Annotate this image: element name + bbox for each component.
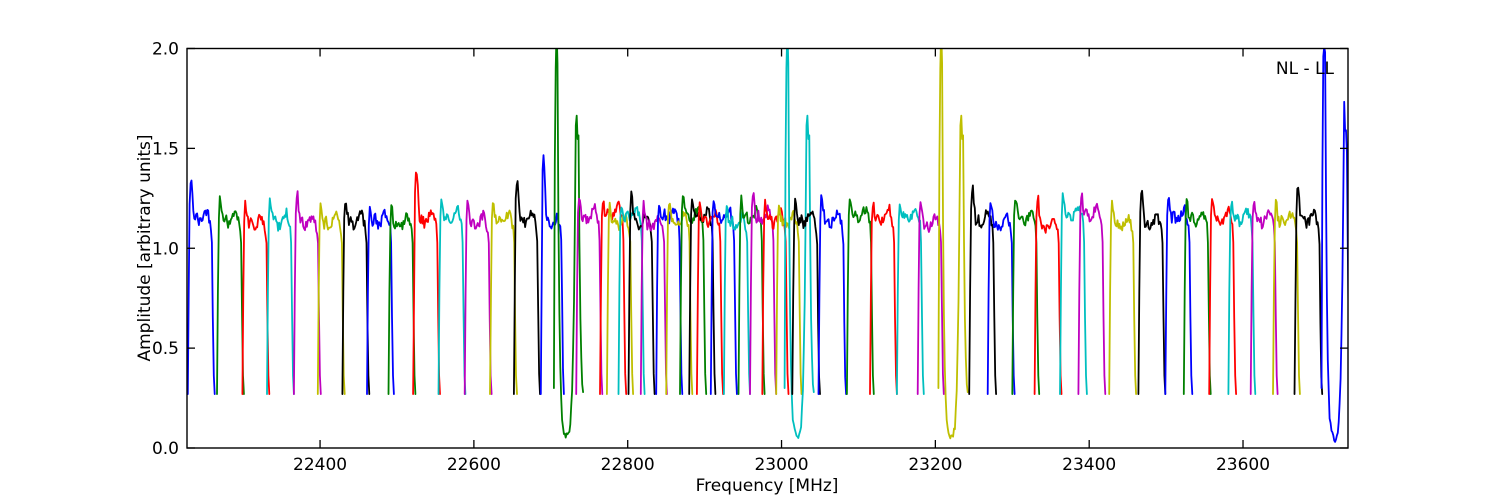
band-curve — [1293, 186, 1324, 396]
band-curve — [791, 197, 821, 396]
band-curve — [1320, 48, 1348, 443]
band-curve — [513, 180, 541, 396]
band-curve — [187, 179, 216, 396]
band-curve — [1249, 200, 1279, 396]
band-curve — [665, 202, 694, 396]
x-axis-label: Frequency [MHz] — [696, 476, 839, 496]
band-curve — [723, 205, 751, 396]
annotation-label: NL - LL — [1276, 59, 1335, 79]
band-curve — [817, 194, 847, 396]
band-curve — [1077, 192, 1107, 396]
x-tick-label: 23000 — [754, 455, 808, 475]
band-curve — [316, 202, 346, 396]
band-curve — [1011, 199, 1041, 396]
axes-frame — [186, 47, 1349, 449]
band-curve — [292, 190, 322, 396]
band-curve — [387, 204, 417, 396]
band-curve — [1033, 194, 1063, 396]
x-tick-label: 22600 — [447, 455, 501, 475]
band-curve — [696, 201, 724, 396]
band-curve — [1108, 199, 1137, 396]
band-curve — [968, 184, 997, 396]
band-curve — [437, 198, 467, 396]
x-tick-label: 22400 — [293, 455, 347, 475]
x-tick-label: 23600 — [1216, 455, 1270, 475]
band-curve — [1227, 200, 1257, 396]
y-axis-label: Amplitude [arbitrary units] — [135, 134, 155, 361]
band-curve — [1059, 192, 1088, 396]
band-curve — [553, 48, 584, 439]
band-curve — [679, 195, 708, 396]
band-curve — [341, 202, 371, 396]
y-tick-label: 0.0 — [152, 439, 179, 459]
band-curve — [655, 204, 684, 396]
x-tick-label: 23400 — [1062, 455, 1116, 475]
band-curve — [1164, 196, 1194, 396]
band-curve — [575, 197, 604, 396]
band-curve — [869, 201, 898, 396]
axis-ticks — [187, 47, 1348, 449]
y-tick-label: 1.0 — [152, 239, 179, 259]
band-curve — [986, 202, 1016, 396]
band-curve — [599, 200, 628, 396]
band-curve — [937, 48, 969, 440]
bandpass-curves — [187, 48, 1348, 443]
axis-tick-labels: 22400 22600 22800 23000 23200 23400 23600 0.0 0.… — [152, 40, 1270, 476]
y-tick-label: 2.0 — [152, 40, 179, 60]
band-curve — [366, 205, 395, 396]
x-tick-label: 22800 — [601, 455, 655, 475]
band-curve — [216, 195, 245, 396]
x-tick-label: 23200 — [908, 455, 962, 475]
band-curve — [639, 199, 668, 396]
y-tick-label: 0.5 — [152, 339, 179, 359]
band-curve — [1208, 198, 1237, 396]
band-curve — [489, 202, 518, 396]
band-curve — [412, 171, 441, 396]
band-curve — [617, 206, 646, 396]
band-curve — [846, 198, 875, 396]
band-curve — [783, 48, 815, 439]
band-curve — [1182, 198, 1212, 396]
band-curve — [463, 199, 493, 396]
band-curve — [241, 199, 271, 396]
band-curve — [266, 197, 295, 396]
band-curve — [539, 154, 565, 396]
band-curve — [1137, 189, 1167, 396]
y-tick-label: 1.5 — [152, 139, 179, 159]
